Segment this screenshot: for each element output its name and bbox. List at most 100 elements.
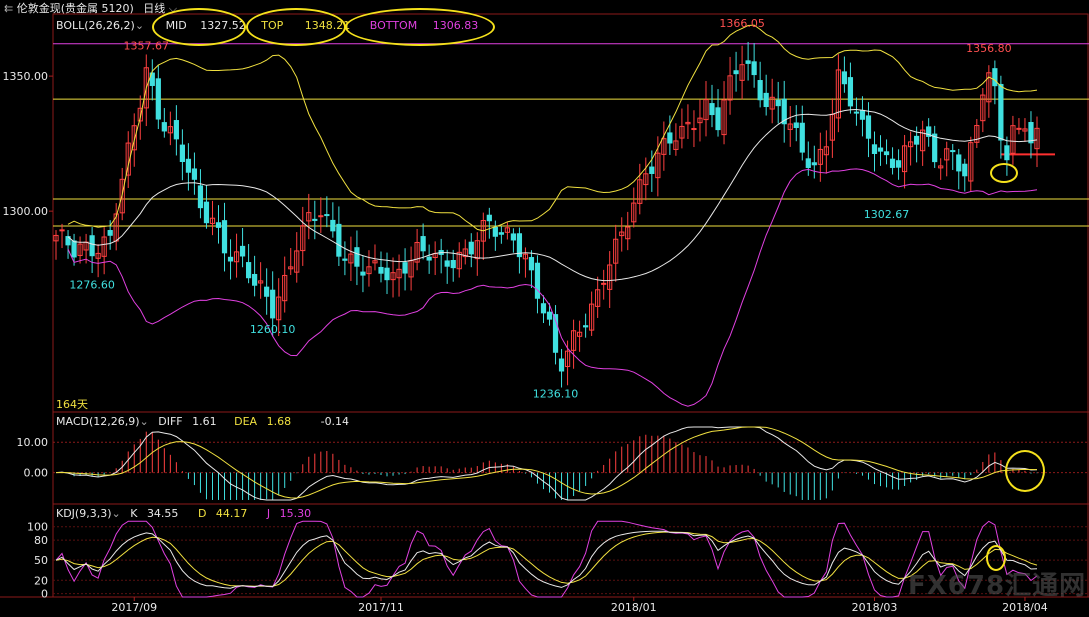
candle-body	[932, 133, 938, 163]
candle-body	[155, 78, 161, 120]
candle-body	[799, 122, 805, 153]
candle-body	[420, 236, 426, 252]
candle-body	[360, 271, 366, 276]
kdj-name[interactable]: KDJ(9,3,3)	[56, 507, 112, 520]
candle-body	[354, 247, 360, 267]
candle-body	[986, 72, 992, 103]
candle-body	[679, 125, 685, 139]
period-label[interactable]: 日线	[143, 2, 166, 15]
candle-body	[661, 138, 667, 155]
date-tick-label: 2018/03	[852, 601, 898, 614]
diff-label: DIFF	[158, 415, 183, 428]
candle-body	[252, 273, 258, 286]
title-bar: ⇇ 伦敦金现(贵金属 5120) 日线 ⌵	[4, 2, 177, 16]
d-value: 44.17	[215, 507, 248, 520]
candle-body	[209, 217, 216, 224]
candle-body	[540, 303, 547, 314]
candle-body	[631, 202, 637, 223]
candle-body	[823, 146, 829, 156]
candle-body	[739, 64, 745, 81]
candle-body	[962, 163, 968, 177]
candle-body	[859, 109, 866, 120]
candle-body	[510, 233, 517, 241]
candle-body	[1034, 127, 1040, 150]
macd-panel	[53, 426, 1089, 501]
candle-body	[595, 289, 601, 307]
mid-label: MID	[165, 19, 187, 32]
price-annotation: 1260.10	[250, 323, 296, 336]
candle-body	[390, 272, 396, 281]
kdj-j-line	[55, 520, 1038, 598]
macd-tick-label: 10.00	[17, 436, 49, 449]
kdj-tick-label: 0	[41, 588, 48, 601]
chevron-down-icon[interactable]: ⌄	[111, 507, 121, 520]
boll-lower-line	[67, 168, 1038, 407]
candle-body	[486, 214, 492, 222]
candle-body	[787, 123, 793, 130]
boll-name[interactable]: BOLL(26,26,2)	[56, 19, 135, 32]
k-label: K	[130, 507, 138, 520]
candle-body	[920, 129, 926, 152]
candle-body	[583, 325, 589, 328]
candle-body	[468, 241, 474, 255]
kdj-header: KDJ(9,3,3)⌄ K 34.55 D 44.17 J 15.30	[56, 507, 311, 521]
candle-body	[143, 67, 149, 109]
macd-name[interactable]: MACD(12,26,9)	[56, 415, 140, 428]
candle-body	[462, 248, 468, 258]
candle-body	[853, 111, 860, 114]
candle-body	[282, 274, 288, 302]
price-tick-label: 1350.00	[3, 70, 49, 83]
candle-body	[258, 280, 264, 284]
candle-body	[817, 148, 823, 165]
candle-body	[312, 218, 318, 221]
price-annotations: 1357.67 1366.05 1356.80 1276.60 1260.10 1236.…	[69, 17, 1011, 401]
candle-body	[613, 238, 619, 264]
candle-body	[938, 165, 944, 169]
candle-body	[709, 103, 715, 116]
candle-body	[270, 289, 276, 319]
watermark: FX678汇通网	[908, 571, 1087, 601]
candle-body	[847, 77, 854, 107]
candle-body	[926, 126, 932, 137]
candle-body	[793, 122, 799, 129]
price-annotation: 1236.10	[533, 388, 579, 401]
candle-body	[944, 148, 950, 161]
candle-body	[366, 266, 372, 275]
candle-body	[697, 117, 703, 124]
candle-body	[607, 264, 613, 290]
candle-body	[342, 258, 348, 261]
top-value: 1348.21	[304, 19, 351, 32]
candle-body	[221, 220, 228, 254]
candle-body	[968, 142, 974, 182]
candle-body	[619, 231, 625, 237]
candle-body	[65, 236, 71, 246]
candle-body	[149, 72, 155, 86]
chevron-down-icon[interactable]: ⌄	[134, 19, 145, 32]
candle-body	[733, 70, 739, 75]
chevron-down-icon[interactable]: ⌄	[139, 415, 149, 428]
boll-header: BOLL(26,26,2)⌄ MID 1327.52 TOP 1348.21 B…	[56, 19, 478, 33]
candle-body	[775, 99, 781, 107]
candle-body	[137, 107, 143, 122]
candle-body	[625, 226, 631, 240]
candle-body	[871, 144, 878, 154]
candle-body	[751, 61, 757, 76]
candle-body	[107, 230, 113, 236]
candle-body	[101, 236, 107, 257]
candle-body	[528, 257, 535, 271]
horizontal-lines	[53, 43, 1089, 227]
back-arrow-icon[interactable]: ⇇	[4, 2, 14, 15]
chevron-down-icon[interactable]: ⌵	[168, 2, 178, 15]
candle-body	[372, 260, 378, 264]
candle-body	[197, 185, 204, 209]
candle-body	[167, 126, 173, 134]
candle-body	[721, 99, 727, 136]
candle-body	[179, 144, 185, 163]
candle-body	[1016, 127, 1022, 130]
candle-body	[715, 107, 721, 131]
candle-body	[89, 235, 95, 257]
candle-body	[414, 241, 420, 263]
candle-body	[570, 330, 577, 351]
candle-body	[245, 262, 252, 279]
